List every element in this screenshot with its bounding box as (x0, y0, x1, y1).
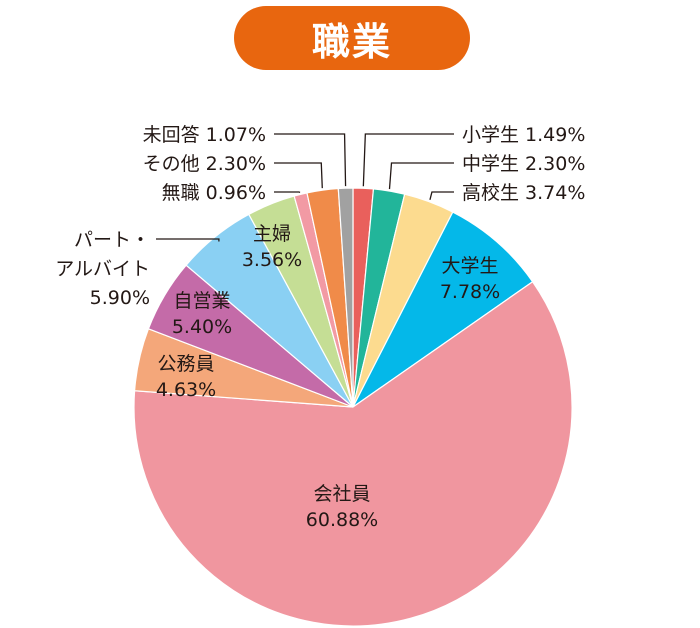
slice-value-3: 7.78% (440, 281, 500, 303)
callout-label-11: 未回答 1.07% (143, 124, 266, 146)
leader-line-0 (362, 133, 454, 187)
callout-label-0: 小学生 1.49% (462, 124, 585, 146)
slice-label-4: 会社員 (313, 483, 370, 505)
pie-slice-4 (133, 280, 573, 627)
pie-slice-11 (337, 187, 354, 408)
chart-title: 職業 (311, 19, 392, 64)
slice-label-3: 大学生 (441, 255, 498, 277)
leader-line-11 (274, 133, 347, 187)
callout-label-2: 高校生 3.74% (462, 182, 585, 204)
leader-line-10 (274, 162, 323, 189)
chart-title-badge: 職業 (234, 6, 470, 70)
slice-value-8: 3.56% (242, 249, 302, 271)
slice-label-5: 公務員 (157, 353, 214, 375)
leader-line-7 (156, 238, 220, 242)
callout-label-10: その他 2.30% (143, 153, 266, 175)
slice-value-5: 4.63% (156, 379, 216, 401)
slice-value-6: 5.40% (172, 316, 232, 338)
callout-label-7-line1: パート・ (74, 229, 150, 251)
leader-line-1 (388, 162, 454, 190)
callout-label-1: 中学生 2.30% (462, 153, 585, 175)
slice-label-8: 主婦 (253, 223, 291, 245)
leader-line-2 (429, 191, 454, 200)
slice-label-6: 自営業 (173, 290, 230, 312)
callout-value-7: 5.90% (90, 287, 150, 309)
callout-label-7-line2: アルバイト (55, 258, 150, 280)
pie-slice-3 (352, 211, 534, 408)
slice-value-4: 60.88% (306, 509, 378, 531)
callout-label-9: 無職 0.96% (162, 182, 266, 204)
